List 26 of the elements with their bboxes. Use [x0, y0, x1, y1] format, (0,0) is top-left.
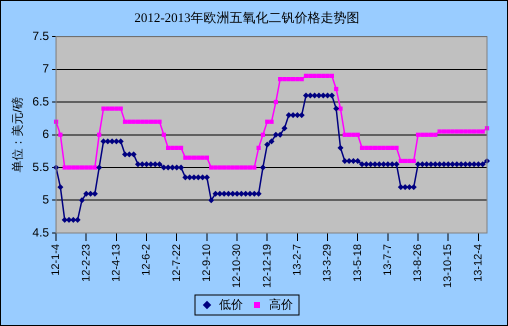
x-tick-label: 13-10-15: [442, 244, 454, 288]
x-tick-label: 13-5-18: [352, 244, 364, 282]
x-tick-label: 12-2-23: [80, 244, 92, 282]
legend-label: 高价: [269, 297, 293, 312]
y-tick-label: 7: [42, 62, 50, 76]
y-tick-label: 5: [42, 192, 50, 207]
x-tick-label: 12-1-4: [50, 244, 62, 276]
y-tick-label: 5.5: [32, 160, 50, 174]
x-tick-label: 13-8-26: [412, 244, 424, 282]
legend-label: 低价: [219, 297, 243, 312]
y-tick-label: 7.5: [32, 28, 50, 43]
x-tick-label: 13-2-7: [291, 244, 304, 276]
y-tick-label: 4.5: [32, 225, 50, 240]
x-tick-label: 12-6-2: [140, 244, 153, 276]
x-tick-label: 13-3-29: [322, 244, 334, 282]
x-tick-label: 12-4-13: [110, 244, 122, 282]
y-tick-label: 6: [42, 127, 50, 142]
x-tick-label: 12-10-30: [231, 244, 244, 288]
x-tick-label: 12-7-22: [170, 244, 183, 282]
y-axis-title: 单位：美元/磅: [10, 97, 25, 172]
x-tick-label: 13-7-7: [382, 244, 394, 276]
y-tick-label: 6.5: [32, 94, 50, 108]
chart-title: 2012-2013年欧洲五氧化二钒价格走势图: [134, 10, 360, 26]
x-tick-label: 13-12-4: [472, 244, 484, 282]
x-tick-label: 12-12-19: [261, 244, 274, 288]
x-tick-label: 12-9-10: [200, 244, 213, 282]
